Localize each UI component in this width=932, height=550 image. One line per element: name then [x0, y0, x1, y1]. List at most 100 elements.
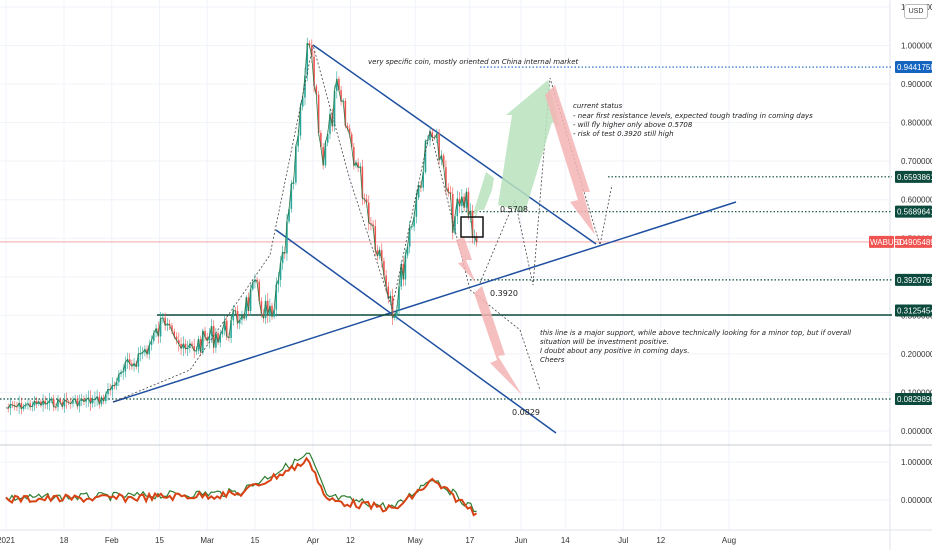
ascending-support-line[interactable]	[112, 201, 737, 403]
red-arrow-right	[545, 85, 595, 235]
candle-body	[22, 406, 25, 409]
candle-body	[310, 45, 313, 57]
candle-body	[304, 75, 306, 98]
candle-body	[266, 300, 269, 316]
candle-body	[202, 330, 204, 353]
candle-body	[279, 263, 282, 280]
candle-body	[346, 125, 349, 129]
projection-arrows	[456, 80, 595, 395]
candle-body	[166, 323, 169, 326]
candle-body	[122, 371, 124, 373]
descending-channel-line[interactable]	[275, 229, 557, 434]
candle-body	[33, 400, 36, 406]
candle-body	[426, 140, 429, 142]
osc-tick-label: 0.00000000	[901, 496, 932, 505]
candle-body	[329, 113, 331, 134]
candle-body	[65, 399, 68, 402]
candle-body	[133, 363, 135, 367]
time-tick-label: Feb	[105, 536, 119, 545]
candle-body	[286, 221, 288, 254]
candle-body	[463, 196, 465, 208]
trend-lines[interactable]	[112, 44, 737, 434]
candle-body	[195, 350, 198, 352]
candle-body	[128, 359, 131, 364]
candle-body	[456, 198, 459, 217]
candle-body	[411, 226, 413, 228]
time-tick-label: 2021	[0, 536, 15, 545]
time-axis[interactable]: 2021 18 Feb 15 Mar 15 Apr 12 May 17 Jun 14 Jul 12 Aug	[0, 536, 736, 545]
candle-body	[467, 191, 470, 216]
candle-body	[277, 279, 280, 285]
candle-body	[322, 147, 324, 166]
candle-body	[313, 56, 315, 87]
candle-body	[281, 252, 284, 264]
candle-body	[152, 333, 155, 341]
candle-body	[150, 340, 153, 346]
candle-body	[40, 401, 42, 406]
candle-body	[367, 202, 370, 224]
candle-body	[57, 399, 59, 408]
candle-body	[292, 182, 295, 184]
candle-body	[212, 326, 215, 348]
price-tag-label: 0.56896410	[897, 208, 932, 217]
candle-body	[449, 192, 452, 194]
price-tag-label: 0.31254542	[897, 307, 932, 316]
candle-body	[175, 336, 178, 341]
candle-body	[458, 198, 461, 207]
candle-body	[299, 106, 302, 136]
candle-body	[461, 196, 463, 207]
candle-body	[89, 397, 92, 404]
oscillator-axis[interactable]: 1.00000000 0.00000000	[901, 458, 932, 505]
candle-body	[91, 399, 94, 404]
candle-body	[184, 343, 187, 349]
candle-body	[295, 146, 297, 183]
candle-body	[217, 333, 219, 343]
candle-body	[29, 403, 31, 408]
candle-body	[155, 328, 157, 334]
candle-body	[61, 402, 64, 407]
candle-body	[85, 399, 87, 402]
price-tag-label: 0.49054896	[897, 238, 932, 247]
candle-body	[105, 394, 107, 402]
price-tag: 0.49054896	[895, 235, 932, 248]
green-arrow-large	[498, 80, 560, 212]
candle-body	[20, 402, 23, 409]
candle-body	[208, 335, 211, 341]
candle-body	[442, 155, 445, 168]
candle-body	[269, 305, 271, 316]
currency-button[interactable]: USD	[904, 4, 928, 19]
candle-body	[126, 359, 129, 363]
descending-resistance-line[interactable]	[312, 44, 597, 245]
candle-body	[215, 333, 217, 348]
candle-body	[131, 363, 133, 367]
candle-body	[447, 187, 450, 193]
candle-body	[139, 353, 142, 355]
oscillator-series-line	[5, 456, 478, 517]
candle-body	[245, 297, 248, 319]
candle-body	[271, 305, 273, 317]
price-tick-label: 0.80000000	[901, 119, 932, 128]
candle-body	[306, 43, 309, 76]
candle-body	[247, 297, 250, 311]
candle-body	[177, 340, 180, 344]
time-tick-label: 12	[346, 536, 355, 545]
candle-body	[378, 250, 381, 256]
resistance-box[interactable]	[460, 216, 484, 238]
candle-body	[338, 78, 340, 91]
green-arrow-small	[470, 172, 494, 222]
candle-body	[72, 399, 74, 404]
candle-body	[422, 172, 425, 188]
candle-body	[221, 330, 224, 335]
candle-body	[385, 275, 387, 287]
price-line	[5, 42, 477, 410]
time-tick-label: Jun	[515, 536, 528, 545]
candle-body	[78, 401, 81, 407]
candle-body	[256, 279, 258, 282]
candle-body	[297, 135, 299, 147]
candle-body	[230, 320, 232, 338]
candle-body	[193, 346, 195, 351]
price-tag-label: 0.94417585	[897, 63, 932, 72]
price-tag: 0.94417585	[895, 61, 932, 74]
candle-body	[372, 224, 374, 227]
